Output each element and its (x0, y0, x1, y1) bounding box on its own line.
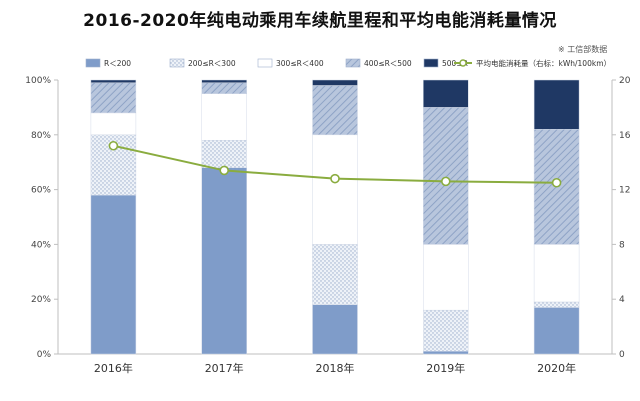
bar-segment (201, 79, 247, 83)
legend-label: 300≤R＜400 (276, 59, 324, 68)
line-point (219, 165, 229, 176)
bar-segment (201, 82, 247, 94)
line-point (330, 173, 340, 184)
bar-segment (533, 129, 580, 245)
legend-swatch (257, 58, 273, 68)
right-tick-label: 20 (619, 76, 631, 86)
bar-segment (201, 93, 247, 141)
legend-swatch (345, 58, 361, 68)
x-tick-label: 2016年 (94, 361, 133, 375)
bar-segment (312, 85, 358, 136)
legend-line-marker (459, 59, 467, 67)
x-tick-label: 2017年 (205, 361, 244, 375)
bar-segment (90, 112, 137, 136)
bar-segment (423, 79, 469, 108)
line-point (551, 177, 562, 188)
bar-segment (423, 244, 469, 311)
bar-segment (533, 307, 580, 355)
chart-title: 2016-2020年纯电动乘用车续航里程和平均电能消耗量情况 (83, 11, 557, 31)
left-tick-label: 0% (37, 350, 52, 360)
legend-label: 500≤R (442, 59, 468, 68)
left-tick-label: 20% (31, 295, 51, 305)
bar-segment (533, 244, 580, 303)
right-tick-label: 12 (619, 186, 630, 196)
bar-segment (533, 79, 580, 130)
consumption-line (108, 140, 562, 188)
legend: R＜200 200≤R＜300 300≤R＜400 400≤R＜500 500≤R 平均电… (85, 58, 611, 68)
bar-segment (423, 107, 469, 245)
x-tick-label: 2018年 (316, 361, 355, 375)
legend-swatch (169, 58, 185, 68)
line-point (108, 140, 119, 151)
left-tick-label: 100% (25, 76, 51, 86)
bar-segment (90, 194, 137, 355)
right-tick-label: 4 (619, 295, 625, 305)
bar-segment (201, 140, 247, 168)
bar-segment (90, 134, 137, 196)
bar-segment (90, 79, 137, 83)
legend-swatch (423, 58, 439, 68)
line-point (440, 176, 451, 187)
x-tick-label: 2019年 (426, 361, 465, 375)
bar-segment (312, 304, 358, 355)
right-tick-label: 8 (619, 240, 625, 250)
axes: 0% 20% 40% 60% 80% 100% 0 4 8 12 16 20 2016年 2017年 201… (25, 76, 630, 375)
bar-segment (533, 301, 580, 308)
source-note: ※ 工信部数据 (558, 45, 608, 54)
bar-segment (90, 82, 137, 114)
left-tick-label: 80% (31, 131, 51, 141)
bar-segment (201, 167, 247, 355)
bar-segment (423, 351, 469, 355)
bar-segment (423, 309, 469, 352)
bars (90, 79, 580, 355)
legend-label: R＜200 (104, 59, 131, 68)
x-tick-label: 2020年 (537, 361, 576, 375)
right-tick-label: 0 (619, 350, 625, 360)
legend-label: 400≤R＜500 (364, 59, 412, 68)
left-tick-label: 60% (31, 186, 51, 196)
bar-segment (312, 79, 358, 86)
legend-swatch (85, 58, 101, 68)
bar-segment (312, 134, 358, 245)
left-tick-label: 40% (31, 240, 51, 250)
legend-label: 平均电能消耗量（右标：kWh/100km） (476, 58, 611, 68)
consumption-line-path (113, 144, 557, 184)
bar-segment (312, 244, 358, 305)
legend-label: 200≤R＜300 (188, 59, 236, 68)
right-tick-label: 16 (619, 131, 631, 141)
